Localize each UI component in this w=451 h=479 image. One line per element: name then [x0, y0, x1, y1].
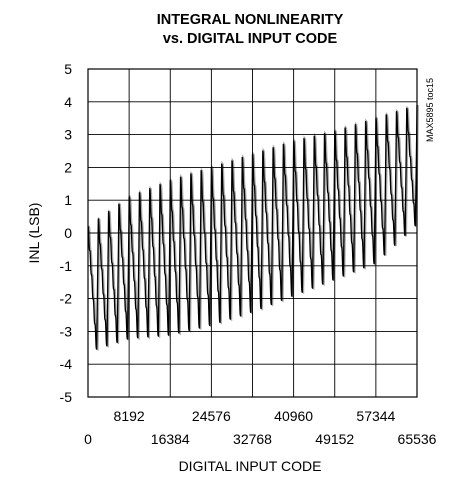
y-tick-label: -5 [60, 389, 73, 405]
y-tick-label: 1 [64, 192, 72, 208]
x-tick-label: 16384 [151, 431, 190, 447]
x-tick-label: 8192 [114, 408, 145, 424]
x-tick-labels: 8192 24576 40960 57344 0 16384 32768 49152 65536 [84, 408, 437, 447]
y-tick-label: 4 [64, 94, 72, 110]
inl-series-line-shadow [89, 105, 418, 349]
y-axis-label: INL (LSB) [26, 203, 42, 264]
y-tick-label: 2 [64, 159, 72, 175]
y-tick-label: -3 [60, 323, 73, 339]
y-tick-label: -2 [60, 291, 73, 307]
x-tick-label: 65536 [398, 431, 437, 447]
y-tick-labels: 5 4 3 2 1 0 -1 -2 -3 -4 -5 [60, 61, 73, 405]
y-tick-label: 5 [64, 61, 72, 77]
x-axis-label: DIGITAL INPUT CODE [179, 458, 322, 474]
y-tick-label: -4 [60, 356, 73, 372]
x-tick-label: 32768 [233, 431, 272, 447]
x-tick-label: 49152 [315, 431, 354, 447]
chart-title-line2: vs. DIGITAL INPUT CODE [163, 31, 338, 47]
y-tick-label: 3 [64, 127, 72, 143]
part-number-tag: MAX5895 toc15 [425, 78, 435, 142]
y-tick-label: 0 [64, 225, 72, 241]
x-tick-label: 40960 [274, 408, 313, 424]
x-tick-label: 0 [84, 431, 92, 447]
x-tick-label: 24576 [192, 408, 231, 424]
chart-title-line1: INTEGRAL NONLINEARITY [157, 12, 344, 28]
x-tick-label: 57344 [356, 408, 395, 424]
y-tick-label: -1 [60, 258, 73, 274]
